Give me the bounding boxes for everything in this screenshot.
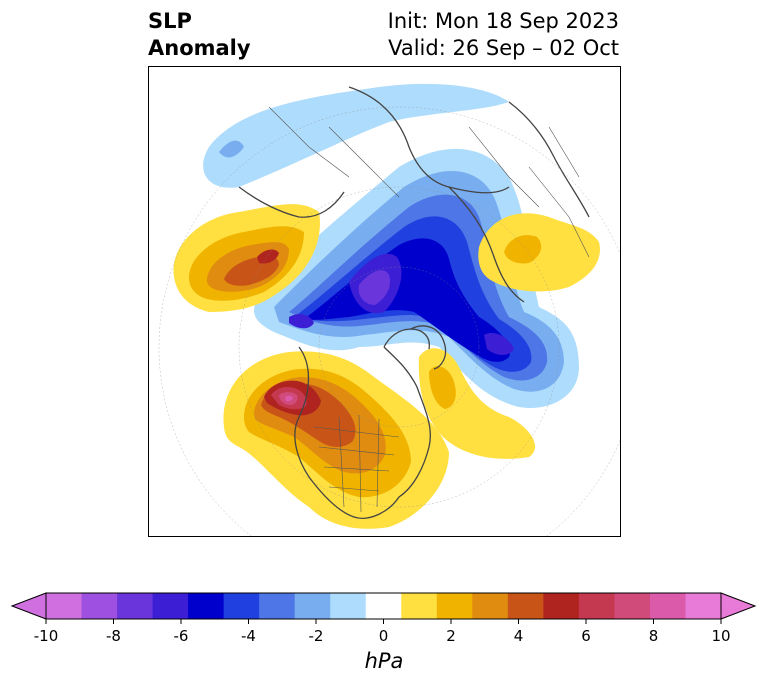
colorbar-segment bbox=[436, 593, 473, 619]
coastlines bbox=[238, 86, 590, 519]
colorbar-segment bbox=[330, 593, 367, 619]
colorbar-segment bbox=[685, 593, 722, 619]
colorbar-tick-label: 10 bbox=[711, 627, 730, 645]
colorbar-extend-min bbox=[10, 592, 47, 620]
country-borders bbox=[268, 106, 590, 513]
colorbar-tick-label: -8 bbox=[106, 627, 121, 645]
colorbar-segment bbox=[294, 593, 331, 619]
colorbar-segment bbox=[259, 593, 296, 619]
anomaly-positive-northeast-pacific bbox=[173, 204, 320, 312]
colorbar-tick-label: -6 bbox=[174, 627, 189, 645]
colorbar-tick-label: -4 bbox=[241, 627, 256, 645]
colorbar-boxes bbox=[45, 592, 722, 620]
colorbar-extend-max bbox=[720, 592, 757, 620]
colorbar-tick-label: 0 bbox=[379, 627, 389, 645]
colorbar-segment bbox=[507, 593, 544, 619]
colorbar-tick-label: -2 bbox=[309, 627, 324, 645]
colorbar-segment bbox=[472, 593, 509, 619]
anomaly-positive-central-asia bbox=[478, 213, 600, 292]
colorbar-tick-label: 2 bbox=[446, 627, 456, 645]
title-line-1: SLP bbox=[148, 9, 192, 33]
colorbar-tick-label: 6 bbox=[581, 627, 591, 645]
colorbar-ticks: -10 -8 -6 -4 -2 0 2 4 6 8 10 bbox=[34, 619, 731, 645]
anomaly-negative-north-pacific bbox=[203, 83, 510, 188]
colorbar-segment bbox=[152, 593, 189, 619]
colorbar-segment bbox=[614, 593, 651, 619]
colorbar-label: hPa bbox=[365, 649, 404, 673]
slp-anomaly-map bbox=[148, 66, 621, 537]
anomaly-positive-north-atlantic bbox=[418, 348, 536, 459]
colorbar-tick-label: -10 bbox=[34, 627, 59, 645]
title-line-2: Anomaly bbox=[148, 36, 251, 60]
colorbar-tick-label: 4 bbox=[514, 627, 524, 645]
colorbar-segment bbox=[223, 593, 260, 619]
colorbar: -10 -8 -6 -4 -2 0 2 4 6 8 10 hPa bbox=[10, 592, 757, 673]
map-title: SLP Anomaly bbox=[148, 8, 251, 62]
colorbar-segment bbox=[81, 593, 118, 619]
anomaly-positive-north-america bbox=[223, 351, 449, 529]
colorbar-segment bbox=[365, 593, 402, 619]
graticule bbox=[158, 106, 620, 536]
colorbar-segment bbox=[46, 593, 83, 619]
map-canvas bbox=[158, 83, 620, 536]
colorbar-tick-label: 8 bbox=[649, 627, 659, 645]
colorbar-segment bbox=[578, 593, 615, 619]
colorbar-segment bbox=[117, 593, 154, 619]
colorbar-segment bbox=[401, 593, 438, 619]
valid-range: Valid: 26 Sep – 02 Oct bbox=[388, 36, 619, 60]
forecast-info: Init: Mon 18 Sep 2023 Valid: 26 Sep – 02… bbox=[388, 8, 619, 62]
colorbar-segment bbox=[649, 593, 686, 619]
init-date: Init: Mon 18 Sep 2023 bbox=[387, 9, 619, 33]
colorbar-segment bbox=[188, 593, 225, 619]
colorbar-segment bbox=[543, 593, 580, 619]
